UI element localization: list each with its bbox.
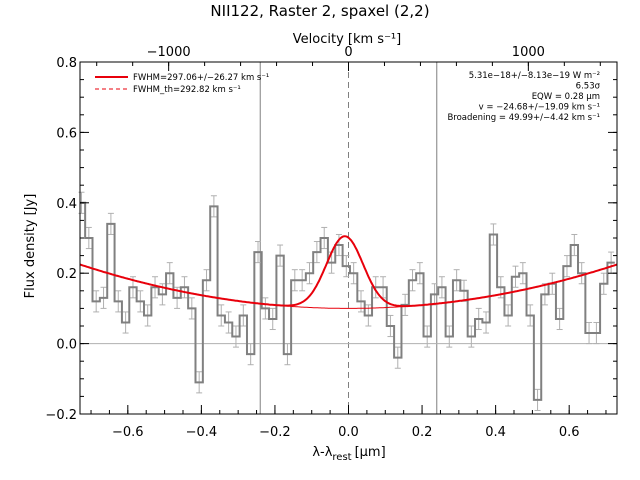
y-axis-label: Flux density [Jy] (23, 194, 38, 299)
x-tick-label: 0.4 (485, 425, 506, 440)
annotation-line: 5.31e−18+/−8.13e−19 W m⁻² (469, 71, 600, 81)
y-tick-label: 0.6 (56, 126, 77, 141)
top-tick-label: 0 (344, 45, 352, 60)
y-tick-label: 0.0 (56, 338, 77, 353)
y-tick-label: −0.2 (45, 408, 77, 423)
legend-label: FWHM_th=292.82 km s⁻¹ (133, 85, 241, 95)
x-tick-label: 0.0 (338, 425, 359, 440)
annotation-line: v = −24.68+/−19.09 km s⁻¹ (479, 103, 600, 113)
chart-title: NII122, Raster 2, spaxel (2,2) (210, 2, 429, 20)
annotation-line: Broadening = 49.99+/−4.42 km s⁻¹ (447, 113, 600, 123)
x-tick-label: 0.2 (412, 425, 433, 440)
x-axis-label-sub: rest (332, 452, 351, 463)
annotation-line: 6.53σ (576, 82, 601, 92)
x-tick-label: −0.6 (112, 425, 144, 440)
y-tick-label: 0.4 (56, 197, 77, 212)
legend-label: FWHM=297.06+/−26.27 km s⁻¹ (133, 73, 269, 83)
annotation-line: EQW = 0.28 μm (532, 92, 600, 102)
x-tick-label: 0.6 (559, 425, 580, 440)
spectrum-histogram (80, 201, 615, 401)
x-axis-label: λ-λrest [μm] (312, 445, 385, 463)
y-tick-label: 0.8 (56, 56, 77, 71)
x-tick-label: −0.2 (259, 425, 291, 440)
x-tick-label: −0.4 (186, 425, 218, 440)
reference-lines (80, 62, 617, 414)
top-tick-label: 1000 (512, 45, 545, 60)
legend: FWHM=297.06+/−26.27 km s⁻¹ FWHM_th=292.82… (95, 73, 269, 95)
y-tick-label: 0.2 (56, 267, 77, 282)
top-tick-label: −1000 (147, 45, 191, 60)
x-axis-label-unit: [μm] (355, 445, 386, 460)
x-axis-label-main: λ-λ (312, 445, 332, 460)
gaussian-fit-line (79, 235, 618, 308)
top-axis-label: Velocity [km s⁻¹] (293, 32, 401, 47)
axes-frame: −0.6 −0.4 −0.2 0.0 0.2 0.4 0.6 −0.2 0.0 0.2 0.4 0.6… (45, 45, 618, 440)
